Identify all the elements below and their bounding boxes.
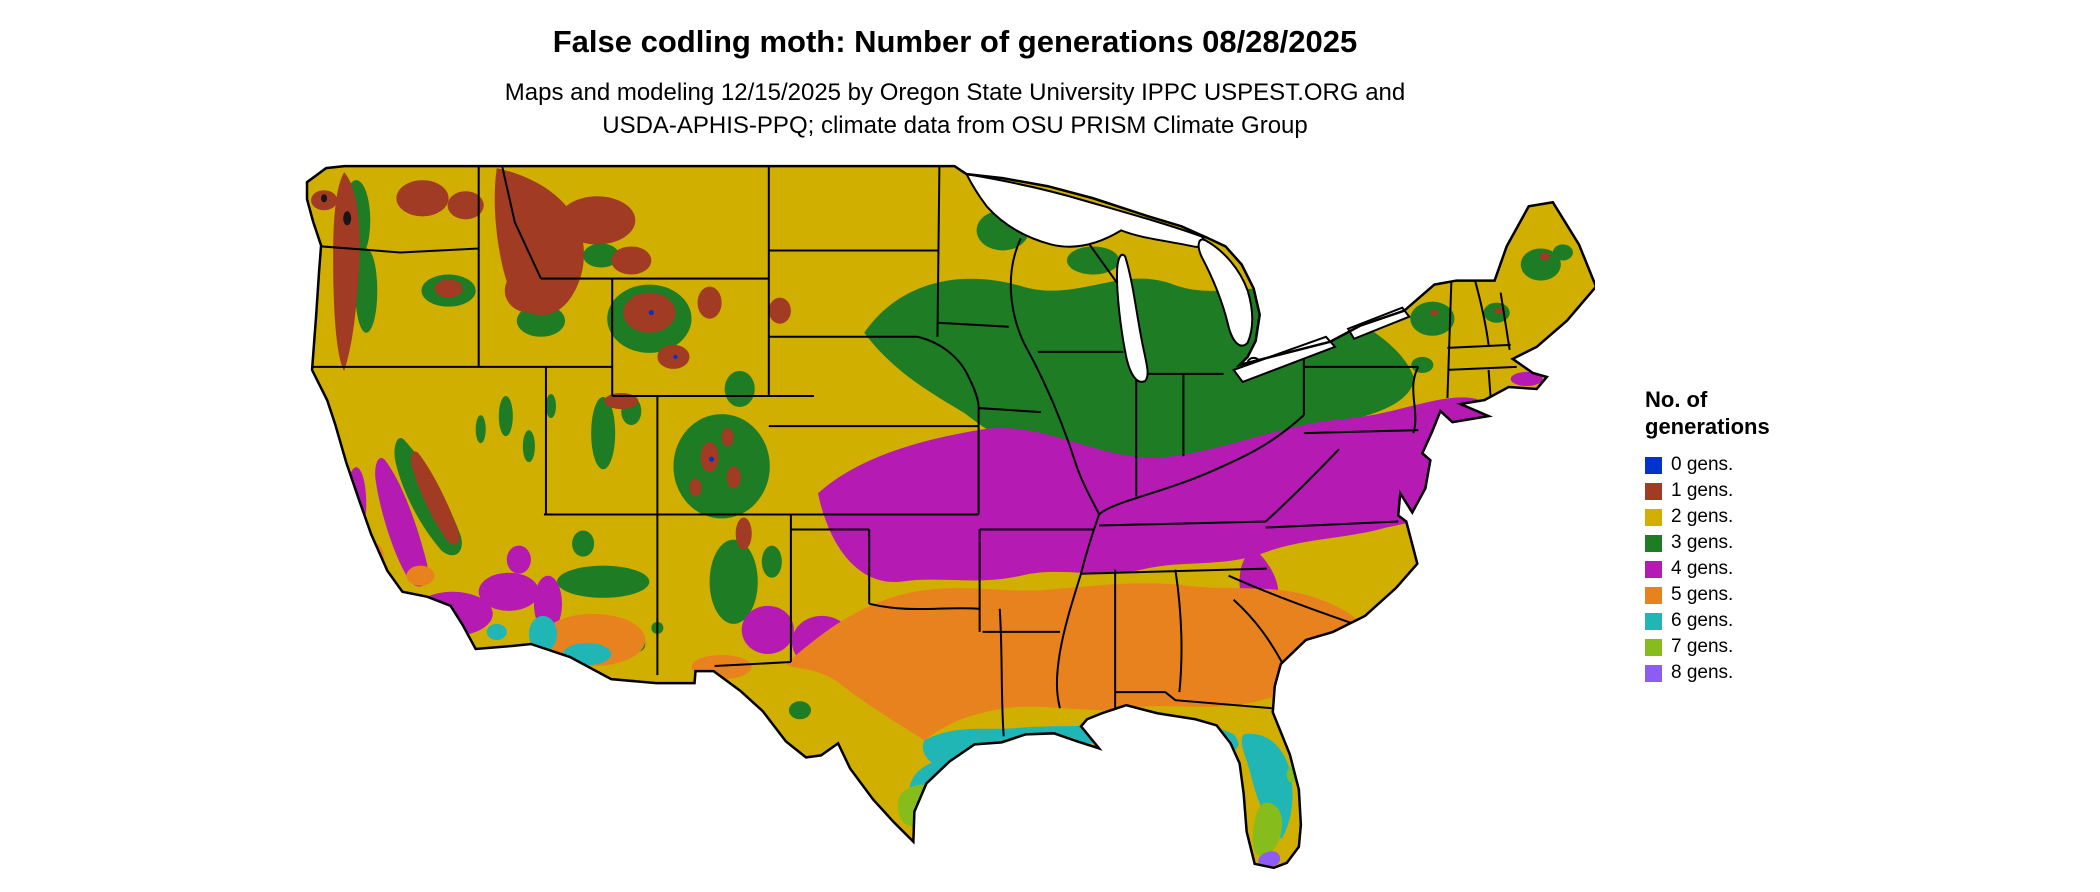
- legend-items: 0 gens. 1 gens. 2 gens. 3 gens. 4 gens. …: [1645, 452, 1770, 686]
- legend-title-line-1: No. of: [1645, 387, 1708, 412]
- legend-swatch-3-gens: [1645, 534, 1662, 552]
- state-borders: [313, 166, 1517, 737]
- us-generations-map: [305, 164, 1595, 870]
- legend-swatch-4-gens: [1645, 560, 1662, 578]
- legend-label: 4 gens.: [1671, 558, 1734, 579]
- lake-michigan: [1115, 253, 1149, 383]
- legend-label: 3 gens.: [1671, 532, 1734, 553]
- legend-item-5-gens: 5 gens.: [1645, 582, 1770, 608]
- legend-item-2-gens: 2 gens.: [1645, 504, 1770, 530]
- legend: No. of generations 0 gens. 1 gens. 2 gen…: [1645, 386, 1770, 686]
- us-outline: [305, 164, 1595, 870]
- legend-label: 7 gens.: [1671, 636, 1734, 657]
- map-region-0-generations: [648, 310, 715, 462]
- map-subtitle: Maps and modeling 12/15/2025 by Oregon S…: [0, 76, 1910, 142]
- legend-swatch-6-gens: [1645, 612, 1662, 630]
- legend-item-8-gens: 8 gens.: [1645, 660, 1770, 686]
- legend-item-6-gens: 6 gens.: [1645, 608, 1770, 634]
- legend-swatch-5-gens: [1645, 586, 1662, 604]
- legend-swatch-7-gens: [1645, 638, 1662, 656]
- map-region-7-generations: [897, 766, 1297, 857]
- legend-label: 5 gens.: [1671, 584, 1734, 605]
- legend-label: 6 gens.: [1671, 610, 1734, 631]
- map-elevation-mask: [321, 194, 352, 226]
- legend-label: 1 gens.: [1671, 480, 1734, 501]
- lake-huron: [1197, 238, 1254, 347]
- legend-swatch-2-gens: [1645, 508, 1662, 526]
- legend-label: 2 gens.: [1671, 506, 1734, 527]
- subtitle-line-1: Maps and modeling 12/15/2025 by Oregon S…: [504, 79, 1406, 106]
- lake-superior: [964, 172, 1206, 248]
- legend-item-0-gens: 0 gens.: [1645, 452, 1770, 478]
- legend-title-line-2: generations: [1645, 414, 1770, 439]
- legend-swatch-1-gens: [1645, 482, 1662, 500]
- legend-label: 0 gens.: [1671, 454, 1734, 475]
- map-title: False codling moth: Number of generation…: [552, 24, 1358, 59]
- legend-item-1-gens: 1 gens.: [1645, 478, 1770, 504]
- legend-swatch-0-gens: [1645, 456, 1662, 474]
- map-region-1-generation: [311, 168, 1550, 550]
- map-region-5-generations: [368, 543, 1371, 741]
- legend-item-7-gens: 7 gens.: [1645, 634, 1770, 660]
- subtitle-line-2: USDA-APHIS-PPQ; climate data from OSU PR…: [602, 112, 1308, 139]
- legend-title: No. of generations: [1645, 386, 1770, 440]
- legend-swatch-8-gens: [1645, 664, 1662, 682]
- legend-item-4-gens: 4 gens.: [1645, 556, 1770, 582]
- legend-item-3-gens: 3 gens.: [1645, 530, 1770, 556]
- legend-label: 8 gens.: [1671, 662, 1734, 683]
